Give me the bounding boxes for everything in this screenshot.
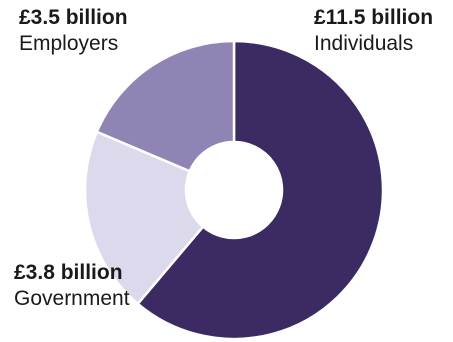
slice-individuals	[136, 39, 385, 341]
slice-value-label-individuals: £11.5 billion	[314, 6, 434, 29]
slice-label-government: £3.8 billion Government	[14, 260, 134, 312]
slice-name-label-government: Government	[14, 287, 130, 310]
slice-value-label-employers: £3.5 billion	[19, 6, 128, 29]
slice-value-label-government: £3.8 billion	[14, 261, 123, 284]
slice-employers	[95, 39, 236, 173]
slice-name-label-individuals: Individuals	[314, 32, 414, 55]
slice-government	[83, 130, 205, 306]
slice-label-individuals: £11.5 billion Individuals	[314, 5, 433, 57]
slice-label-employers: £3.5 billion Employers	[19, 5, 128, 57]
slice-name-label-employers: Employers	[19, 32, 119, 55]
